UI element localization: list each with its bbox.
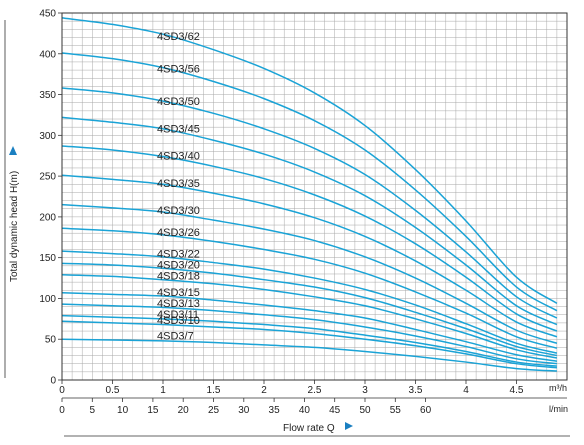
x-tick-label: 0: [59, 385, 65, 396]
x-tick-label: 3.5: [409, 385, 423, 396]
curve-4sd3-22: [61, 250, 558, 354]
curve-4sd3-26: [61, 227, 558, 349]
x2-tick-label: 10: [117, 405, 129, 416]
x2-tick-label: 0: [59, 405, 65, 416]
y-axis-ticks: 0 50 100 150 200 250 300 350 400 450: [39, 9, 62, 387]
curve-4sd3-18: [61, 274, 558, 359]
curve-label: 4SD3/13: [157, 298, 200, 310]
curve-label: 4SD3/7: [157, 331, 194, 343]
curve-label: 4SD3/26: [157, 227, 200, 239]
curve-label: 4SD3/18: [157, 271, 200, 283]
x-tick-label: 4: [463, 385, 469, 396]
x2-tick-label: 15: [147, 405, 159, 416]
curve-4sd3-20: [61, 262, 558, 357]
chart-curves: [61, 17, 558, 372]
x2-tick-label: 35: [269, 405, 281, 416]
x2-tick-label: 50: [359, 405, 371, 416]
x2-tick-label: 20: [178, 405, 190, 416]
y-tick-label: 0: [50, 376, 56, 387]
curve-4sd3-35: [61, 174, 558, 338]
x2-tick-label: 40: [299, 405, 311, 416]
curve-4sd3-30: [61, 203, 558, 345]
y-tick-label: 150: [39, 253, 56, 264]
x2-axis-ticks: 0 5 10 15 20 25 30 35 40 45 50 55 60: [59, 397, 567, 416]
curve-4sd3-10: [61, 320, 557, 369]
curve-label: 4SD3/56: [157, 64, 200, 76]
curve-4sd3-50: [61, 87, 558, 319]
x-axis-title-arrow: [345, 422, 353, 430]
curve-4sd3-15: [61, 291, 558, 362]
x-tick-label: 3: [362, 385, 368, 396]
x-tick-label: 0.5: [106, 385, 120, 396]
x2-tick-label: 30: [238, 405, 250, 416]
curve-label: 4SD3/11: [157, 309, 199, 321]
y-tick-label: 250: [39, 172, 56, 183]
x-tick-label: 2: [261, 385, 267, 396]
x-tick-label: 4.5: [510, 385, 524, 396]
y-tick-label: 100: [39, 294, 56, 305]
x2-tick-label: 5: [90, 405, 96, 416]
curve-label: 4SD3/20: [157, 260, 200, 272]
x-tick-label: 2.5: [308, 385, 322, 396]
x2-tick-label: 55: [390, 405, 402, 416]
curve-label: 4SD3/45: [157, 124, 200, 136]
x2-tick-label: 25: [208, 405, 220, 416]
curve-label: 4SD3/22: [157, 249, 200, 261]
curve-4sd3-7: [61, 338, 557, 372]
curve-labels: 4SD3/62 4SD3/56 4SD3/50 4SD3/45 4SD3/40 4SD3/…: [157, 31, 200, 343]
curve-label: 4SD3/50: [157, 96, 200, 108]
x2-tick-label: 45: [329, 405, 341, 416]
y-tick-label: 300: [39, 131, 56, 142]
y-tick-label: 400: [39, 49, 56, 60]
x2-tick-label: 60: [420, 405, 432, 416]
x-tick-label: 1.5: [207, 385, 221, 396]
curve-label: 4SD3/30: [157, 205, 200, 217]
curve-4sd3-13: [61, 303, 557, 365]
x-axis-ticks: 0 0.5 1 1.5 2 2.5 3 3.5 4 4.5: [59, 380, 524, 396]
y-axis-title-arrow: [9, 146, 17, 155]
y-axis-title: Total dynamic head H(m): [9, 171, 20, 282]
x-axis-unit: m³/h: [549, 383, 567, 393]
curve-label: 4SD3/62: [157, 31, 200, 43]
curve-label: 4SD3/15: [157, 287, 200, 299]
x-axis-title: Flow rate Q: [283, 423, 335, 434]
y-tick-label: 50: [45, 335, 57, 346]
x2-axis-unit: l/min: [549, 404, 568, 414]
curve-4sd3-40: [61, 145, 558, 332]
curve-4sd3-11: [61, 314, 557, 367]
curve-4sd3-56: [61, 52, 558, 312]
curve-4sd3-62: [61, 17, 558, 304]
y-tick-label: 350: [39, 90, 56, 101]
x-tick-label: 1: [160, 385, 166, 396]
y-tick-label: 200: [39, 212, 56, 223]
curve-label: 4SD3/40: [157, 150, 200, 162]
curve-4sd3-45: [61, 116, 558, 326]
curve-label: 4SD3/10: [157, 315, 200, 327]
y-tick-label: 450: [39, 9, 56, 20]
curve-label: 4SD3/35: [157, 178, 200, 190]
